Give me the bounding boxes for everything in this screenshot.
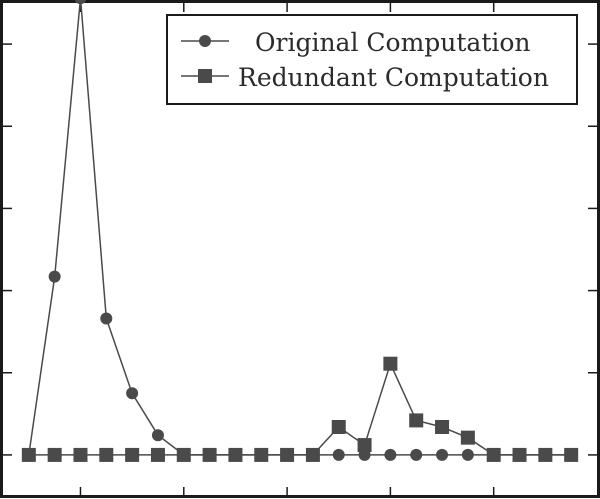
data-point-circle (358, 448, 371, 461)
data-point-circle (436, 448, 449, 461)
data-point-square (125, 447, 140, 462)
data-point-square (460, 430, 475, 445)
data-point-circle (229, 448, 242, 461)
legend-marker-redundant (198, 69, 212, 83)
axis-ticks (3, 3, 597, 496)
data-point-square (73, 447, 88, 462)
data-point-circle (177, 448, 190, 461)
data-point-circle (513, 448, 526, 461)
data-point-square (99, 447, 114, 462)
data-point-circle (461, 448, 474, 461)
data-point-square (47, 447, 62, 462)
legend-marker-original (199, 35, 211, 47)
legend-box (166, 14, 578, 105)
data-point-circle (281, 448, 294, 461)
series-layer (21, 0, 579, 462)
data-point-square (383, 356, 398, 371)
data-point-square (435, 419, 450, 434)
data-point-circle (255, 448, 268, 461)
data-point-circle (384, 448, 397, 461)
data-point-circle (539, 448, 552, 461)
legend-label-redundant: Redundant Computation (238, 63, 549, 92)
data-point-circle (410, 448, 423, 461)
data-point-square (357, 438, 372, 453)
data-point-circle (48, 270, 61, 283)
data-point-circle (306, 448, 319, 461)
data-point-circle (151, 429, 164, 442)
legend: Original Computation Redundant Computati… (166, 14, 578, 105)
data-point-circle (100, 312, 113, 325)
data-point-circle (203, 448, 216, 461)
data-point-circle (22, 448, 35, 461)
data-point-square (331, 419, 346, 434)
data-point-square (150, 447, 165, 462)
data-point-circle (565, 448, 578, 461)
series-circle (22, 0, 578, 461)
data-point-circle (487, 448, 500, 461)
data-point-square (409, 413, 424, 428)
legend-label-original: Original Computation (255, 28, 531, 57)
data-point-circle (74, 0, 87, 5)
data-point-circle (126, 387, 139, 400)
data-point-circle (332, 448, 345, 461)
series-line (28, 0, 572, 456)
